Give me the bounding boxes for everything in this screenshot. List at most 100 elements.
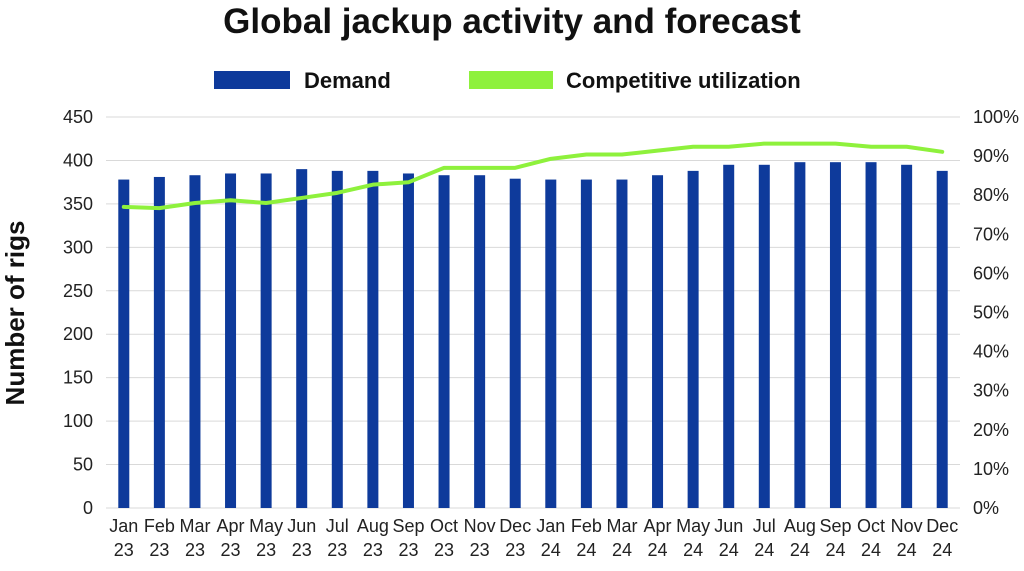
- y-tick-label: 250: [63, 281, 93, 301]
- bar: [865, 162, 877, 508]
- bar: [189, 175, 201, 508]
- x-tick-year: 24: [683, 540, 703, 560]
- x-tick-label: Jun 23: [287, 516, 316, 560]
- bar: [616, 179, 628, 508]
- x-tick-month: Aug: [784, 516, 816, 536]
- x-tick-year: 24: [932, 540, 952, 560]
- x-tick-month: Jan: [536, 516, 565, 536]
- x-tick-label: Sep 23: [392, 516, 424, 560]
- x-tick-year: 24: [897, 540, 917, 560]
- x-tick-month: Oct: [430, 516, 458, 536]
- x-tick-year: 23: [292, 540, 312, 560]
- x-tick-label: Nov 23: [464, 516, 496, 560]
- y-tick-label: 200: [63, 324, 93, 344]
- bar: [794, 162, 806, 508]
- x-tick-month: Jun: [714, 516, 743, 536]
- x-tick-month: Jul: [753, 516, 776, 536]
- x-tick-month: Mar: [606, 516, 637, 536]
- x-tick-label: Aug 23: [357, 516, 389, 560]
- y-right-tick-label: 40%: [973, 342, 1009, 362]
- y-right-tick-label: 60%: [973, 263, 1009, 283]
- y-tick-label: 100: [63, 411, 93, 431]
- bar: [260, 173, 272, 508]
- x-tick-year: 23: [434, 540, 454, 560]
- y-right-tick-label: 80%: [973, 185, 1009, 205]
- y-right-tick-label: 70%: [973, 224, 1009, 244]
- x-tick-year: 24: [719, 540, 739, 560]
- legend: Demand Competitive utilization: [214, 68, 801, 93]
- bar: [580, 179, 592, 508]
- x-tick-year: 23: [185, 540, 205, 560]
- chart-title: Global jackup activity and forecast: [223, 2, 801, 41]
- right-axis-ticks: 0% 10% 20% 30% 40% 50% 60% 70% 80% 90% 100%: [973, 107, 1019, 518]
- x-tick-label: Jan 24: [536, 516, 565, 560]
- bar: [758, 164, 770, 509]
- x-tick-label: Mar 24: [606, 516, 637, 560]
- bar: [118, 179, 130, 508]
- x-tick-month: Mar: [179, 516, 210, 536]
- x-tick-label: May 24: [676, 516, 710, 560]
- x-tick-label: Oct 24: [857, 516, 885, 560]
- x-tick-label: Sep 24: [819, 516, 851, 560]
- legend-label-demand: Demand: [304, 68, 391, 93]
- left-axis-ticks: 0 50 100 150 200 250 300 350 400 450: [63, 107, 93, 518]
- x-axis-ticks: Jan 23 Feb 23 Mar 23 Apr 23 May 23 Jun 23 Jul 23 Aug 23…: [109, 516, 958, 560]
- x-tick-month: Oct: [857, 516, 885, 536]
- x-tick-month: May: [676, 516, 710, 536]
- bar: [296, 169, 308, 508]
- y-tick-label: 450: [63, 107, 93, 127]
- x-tick-month: Aug: [357, 516, 389, 536]
- x-tick-year: 24: [541, 540, 561, 560]
- y-tick-label: 300: [63, 237, 93, 257]
- x-tick-label: Feb 24: [571, 516, 602, 560]
- bar: [509, 178, 521, 509]
- x-tick-month: Nov: [891, 516, 923, 536]
- x-tick-label: Dec 23: [499, 516, 531, 560]
- bar: [652, 175, 664, 508]
- x-tick-label: May 23: [249, 516, 283, 560]
- x-tick-label: Aug 24: [784, 516, 816, 560]
- x-tick-month: Nov: [464, 516, 496, 536]
- x-tick-month: Jul: [326, 516, 349, 536]
- x-tick-label: Mar 23: [179, 516, 210, 560]
- x-tick-year: 24: [648, 540, 668, 560]
- y-tick-label: 0: [83, 498, 93, 518]
- x-tick-year: 24: [754, 540, 774, 560]
- y-axis-label: Number of rigs: [0, 221, 30, 406]
- utilization-line: [121, 141, 945, 211]
- bar: [545, 179, 557, 508]
- x-tick-year: 23: [398, 540, 418, 560]
- x-tick-year: 23: [149, 540, 169, 560]
- x-tick-year: 24: [612, 540, 632, 560]
- legend-label-utilization: Competitive utilization: [566, 68, 801, 93]
- y-right-tick-label: 30%: [973, 381, 1009, 401]
- x-tick-year: 24: [861, 540, 881, 560]
- x-tick-year: 24: [825, 540, 845, 560]
- bar: [936, 170, 948, 509]
- x-tick-month: May: [249, 516, 283, 536]
- bar: [687, 170, 699, 509]
- bar: [367, 170, 379, 509]
- x-tick-label: Dec 24: [926, 516, 958, 560]
- x-tick-month: Sep: [819, 516, 851, 536]
- x-tick-month: Jun: [287, 516, 316, 536]
- legend-swatch-demand: [214, 71, 290, 89]
- x-tick-year: 23: [256, 540, 276, 560]
- x-tick-year: 23: [470, 540, 490, 560]
- x-tick-label: Apr 23: [217, 516, 245, 560]
- x-tick-year: 24: [576, 540, 596, 560]
- y-right-tick-label: 90%: [973, 146, 1009, 166]
- bar: [225, 173, 237, 508]
- y-right-tick-label: 20%: [973, 420, 1009, 440]
- x-tick-label: Nov 24: [891, 516, 923, 560]
- demand-bars: [118, 162, 948, 509]
- x-tick-month: Feb: [144, 516, 175, 536]
- y-tick-label: 350: [63, 194, 93, 214]
- x-tick-year: 23: [221, 540, 241, 560]
- x-tick-year: 24: [790, 540, 810, 560]
- y-right-tick-label: 50%: [973, 303, 1009, 323]
- x-tick-label: Oct 23: [430, 516, 458, 560]
- utilization-line-group: [121, 141, 945, 211]
- x-tick-month: Dec: [926, 516, 958, 536]
